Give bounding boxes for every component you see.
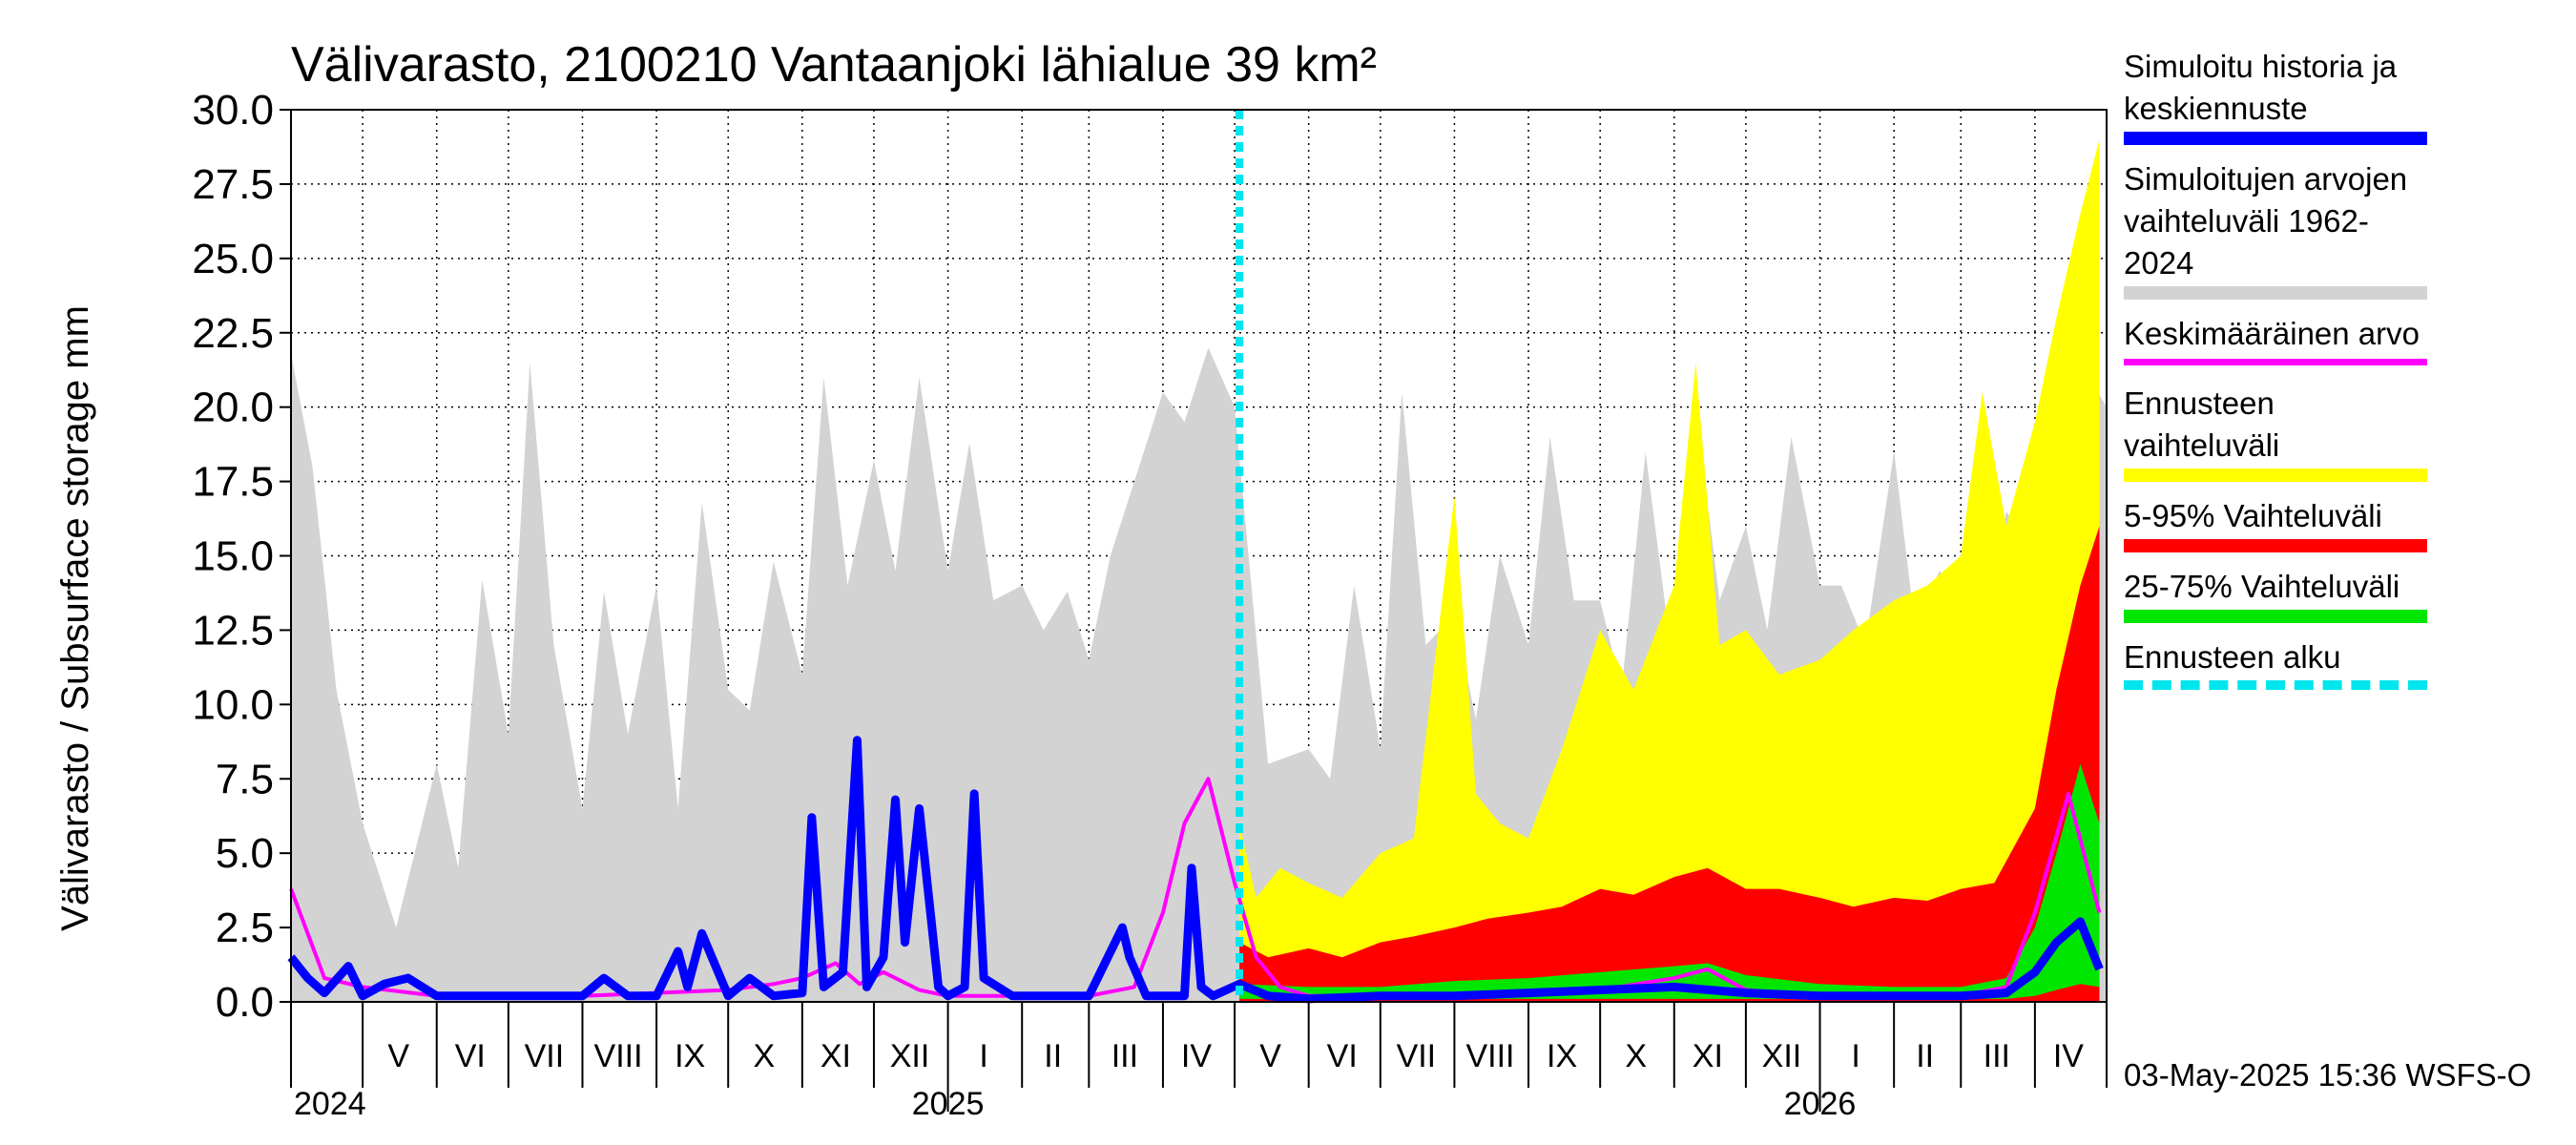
- year-label: 2026: [1784, 1086, 1857, 1122]
- timestamp-footer: 03-May-2025 15:36 WSFS-O: [2124, 1057, 2532, 1093]
- y-tick-label: 10.0: [192, 681, 274, 728]
- month-label: III: [1111, 1038, 1138, 1074]
- y-tick-label: 17.5: [192, 459, 274, 506]
- legend-swatch-red: [2124, 539, 2427, 552]
- legend-swatch-magenta: [2124, 359, 2427, 365]
- legend-label: Simuloitujen arvojen vaihteluväli 1962-2…: [2124, 161, 2408, 281]
- legend-item-5-95: 5-95% Vaihteluväli: [2124, 495, 2439, 552]
- series-band-1: [1239, 139, 2100, 1002]
- month-label: VIII: [1465, 1038, 1514, 1074]
- month-label: X: [753, 1038, 775, 1074]
- month-label: XII: [1762, 1038, 1802, 1074]
- y-tick-label: 12.5: [192, 607, 274, 654]
- month-label: V: [1259, 1038, 1281, 1074]
- legend-item-forecast-range: Ennusteen vaihteluväli: [2124, 383, 2439, 482]
- legend-item-mean: Keskimääräinen arvo: [2124, 313, 2439, 365]
- chart-title: Välivarasto, 2100210 Vantaanjoki lähialu…: [291, 37, 1377, 93]
- legend: Simuloitu historia ja keskiennuste Simul…: [2124, 46, 2439, 703]
- month-label: XII: [890, 1038, 930, 1074]
- month-label: I: [1851, 1038, 1859, 1074]
- y-tick-label: 2.5: [216, 905, 274, 951]
- year-label: 2025: [912, 1086, 985, 1122]
- y-tick-label: 30.0: [192, 87, 274, 134]
- month-label: VII: [1397, 1038, 1437, 1074]
- legend-label: Ennusteen alku: [2124, 639, 2341, 675]
- y-tick-label: 20.0: [192, 385, 274, 431]
- series-line-5: [287, 736, 2104, 1004]
- month-label: VIII: [594, 1038, 643, 1074]
- y-tick-label: 5.0: [216, 830, 274, 877]
- month-label: XI: [1693, 1038, 1723, 1074]
- month-label: VII: [525, 1038, 565, 1074]
- y-tick-label: 27.5: [192, 161, 274, 208]
- month-label: IV: [1181, 1038, 1212, 1074]
- year-label: 2024: [294, 1086, 366, 1122]
- legend-swatch-blue: [2124, 132, 2427, 145]
- month-label: III: [1984, 1038, 2010, 1074]
- legend-label: Keskimääräinen arvo: [2124, 316, 2420, 351]
- legend-swatch-yellow: [2124, 468, 2427, 482]
- legend-label: Ennusteen vaihteluväli: [2124, 385, 2280, 463]
- plot-frame: [290, 109, 2108, 1003]
- series-band-3: [1239, 763, 2100, 999]
- legend-label: 5-95% Vaihteluväli: [2124, 498, 2382, 533]
- month-label: II: [1916, 1038, 1934, 1074]
- y-tick-label: 0.0: [216, 979, 274, 1026]
- legend-label: Simuloitu historia ja keskiennuste: [2124, 49, 2398, 126]
- month-label: V: [387, 1038, 409, 1074]
- y-tick-label: 15.0: [192, 533, 274, 580]
- legend-swatch-gray: [2124, 286, 2427, 300]
- legend-label: 25-75% Vaihteluväli: [2124, 569, 2400, 604]
- series-band-2: [1239, 526, 2100, 1002]
- y-tick-label: 7.5: [216, 756, 274, 802]
- month-label: VI: [1327, 1038, 1358, 1074]
- y-axis-label: Välivarasto / Subsurface storage mm: [54, 305, 96, 931]
- month-label: IV: [2053, 1038, 2084, 1074]
- month-label: IX: [1547, 1038, 1577, 1074]
- y-tick-label: 25.0: [192, 236, 274, 282]
- legend-item-history: Simuloitu historia ja keskiennuste: [2124, 46, 2439, 145]
- legend-item-25-75: 25-75% Vaihteluväli: [2124, 566, 2439, 623]
- month-label: II: [1044, 1038, 1062, 1074]
- legend-item-forecast-start: Ennusteen alku: [2124, 636, 2439, 690]
- month-label: XI: [821, 1038, 851, 1074]
- y-tick-label: 22.5: [192, 310, 274, 357]
- legend-item-range: Simuloitujen arvojen vaihteluväli 1962-2…: [2124, 158, 2439, 300]
- month-label: I: [979, 1038, 987, 1074]
- month-label: X: [1625, 1038, 1647, 1074]
- legend-swatch-cyan-dashed: [2124, 680, 2427, 690]
- month-label: IX: [675, 1038, 705, 1074]
- legend-swatch-green: [2124, 610, 2427, 623]
- month-label: VI: [455, 1038, 486, 1074]
